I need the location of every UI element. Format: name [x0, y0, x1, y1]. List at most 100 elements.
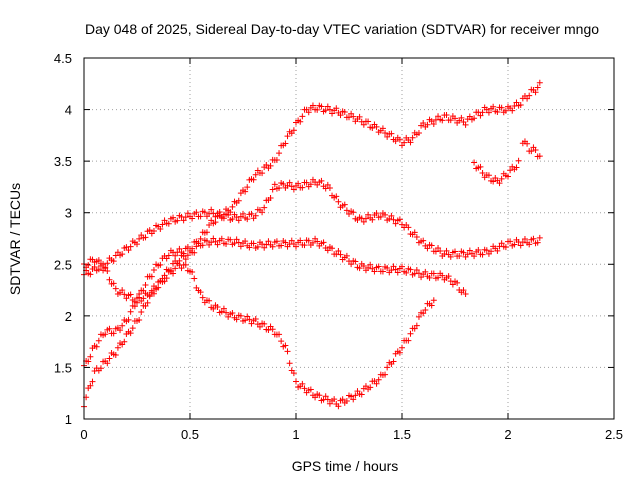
- data-point: [229, 216, 236, 223]
- data-point: [134, 299, 140, 306]
- data-point: [365, 264, 372, 271]
- data-point: [180, 250, 187, 257]
- data-point: [106, 325, 113, 332]
- data-point: [369, 216, 376, 223]
- data-point: [199, 242, 206, 249]
- data-point: [322, 107, 329, 114]
- data-point: [144, 299, 151, 306]
- data-point: [227, 236, 234, 243]
- data-point: [193, 209, 200, 216]
- data-point: [176, 245, 183, 252]
- data-point: [379, 268, 386, 275]
- data-point: [375, 263, 382, 270]
- data-point: [435, 274, 442, 281]
- data-point: [301, 242, 308, 249]
- data-point: [392, 220, 399, 227]
- data-point: [394, 269, 401, 276]
- data-point: [269, 186, 276, 193]
- data-point: [259, 170, 266, 177]
- data-point: [121, 291, 128, 298]
- data-point: [466, 247, 473, 254]
- data-point: [485, 109, 492, 116]
- data-point: [443, 247, 450, 254]
- data-point: [85, 358, 92, 365]
- data-point: [250, 176, 257, 183]
- data-point: [231, 240, 238, 247]
- data-point: [237, 243, 244, 250]
- data-point: [250, 240, 257, 247]
- data-point: [409, 134, 416, 141]
- data-point: [371, 268, 378, 275]
- data-point: [106, 276, 113, 283]
- data-point: [422, 268, 429, 275]
- data-point: [182, 261, 189, 268]
- data-point: [159, 278, 166, 285]
- data-point: [483, 247, 490, 254]
- data-point: [182, 256, 189, 263]
- data-point: [276, 185, 283, 192]
- data-point: [153, 286, 160, 293]
- data-point: [382, 130, 389, 137]
- data-point: [536, 79, 543, 86]
- data-point: [362, 383, 369, 390]
- data-point: [87, 382, 94, 389]
- data-point: [309, 239, 316, 246]
- x-tick-labels: 0 0.5 1 1.5 2 2.5: [80, 427, 623, 442]
- data-point: [214, 304, 221, 311]
- data-point: [242, 317, 249, 324]
- data-point: [208, 206, 215, 213]
- x-axis-label: GPS time / hours: [292, 458, 399, 474]
- data-point: [259, 209, 266, 216]
- data-point: [318, 103, 325, 110]
- data-point: [233, 316, 240, 323]
- data-point: [197, 289, 204, 296]
- data-point: [428, 242, 435, 249]
- data-point: [513, 99, 520, 106]
- data-point: [390, 216, 397, 223]
- data-point: [312, 394, 319, 401]
- x-tick-label: 0.5: [181, 427, 199, 442]
- data-point: [365, 211, 372, 218]
- data-point: [229, 203, 236, 210]
- data-point: [293, 378, 299, 385]
- data-point: [375, 376, 382, 383]
- data-point: [125, 316, 132, 323]
- data-point: [320, 239, 327, 246]
- data-point: [127, 308, 134, 315]
- data-point: [324, 247, 331, 254]
- data-point: [104, 260, 111, 267]
- data-point: [95, 266, 102, 273]
- data-point: [276, 331, 283, 338]
- data-point: [479, 251, 486, 258]
- data-points: [81, 79, 543, 410]
- data-point: [471, 159, 478, 166]
- data-point: [403, 269, 410, 276]
- data-point: [367, 384, 374, 391]
- data-point: [343, 207, 350, 214]
- data-point: [324, 103, 331, 110]
- data-point: [212, 219, 219, 226]
- data-point: [112, 351, 119, 358]
- data-point: [267, 195, 274, 202]
- data-point: [388, 267, 395, 274]
- y-tick-label: 4: [65, 103, 72, 118]
- data-point: [299, 380, 306, 387]
- data-point: [498, 240, 505, 247]
- data-point: [445, 273, 452, 280]
- data-point: [142, 234, 149, 241]
- data-point: [324, 396, 331, 403]
- data-point: [479, 170, 486, 177]
- y-tick-label: 2: [65, 309, 72, 324]
- data-point: [373, 210, 380, 217]
- data-point: [509, 107, 516, 114]
- axis-ticks: [83, 57, 615, 420]
- data-point: [269, 243, 276, 250]
- data-point: [415, 129, 422, 136]
- data-point: [203, 229, 210, 236]
- data-point: [413, 267, 420, 274]
- data-point: [307, 386, 314, 393]
- data-point: [314, 106, 321, 113]
- data-point: [280, 181, 287, 188]
- data-point: [452, 248, 458, 255]
- data-point: [104, 360, 111, 367]
